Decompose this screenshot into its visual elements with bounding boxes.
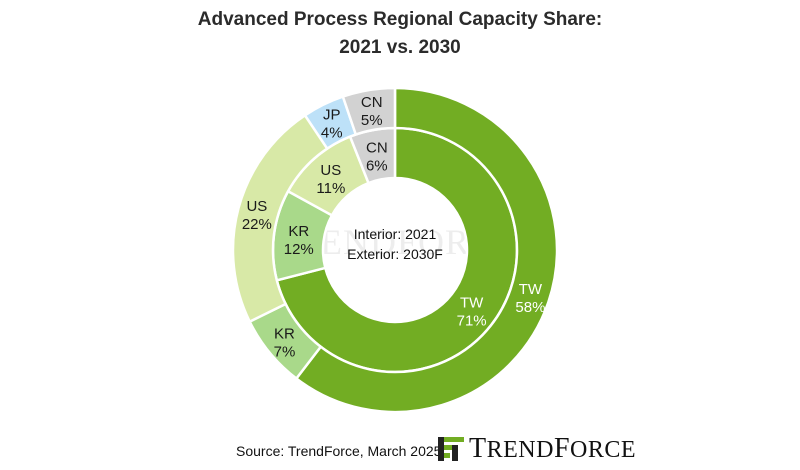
slice-value-exterior-kr: 7% xyxy=(274,344,296,361)
slice-label-exterior-jp: JP xyxy=(323,107,341,124)
slice-value-interior-us: 11% xyxy=(316,180,345,197)
center-label-exterior: Exterior: 2030F xyxy=(347,246,443,262)
chart-title: Advanced Process Regional Capacity Share… xyxy=(0,6,800,62)
slice-label-interior-kr: KR xyxy=(288,223,309,240)
slice-exterior-tw xyxy=(294,86,559,414)
slice-label-exterior-us: US xyxy=(246,198,267,215)
slice-label-exterior-kr: KR xyxy=(274,326,295,343)
slice-label-exterior-cn: CN xyxy=(361,94,383,111)
trendforce-logo-mark-icon xyxy=(438,437,464,461)
slice-value-interior-tw: 71% xyxy=(457,312,487,329)
slice-value-interior-kr: 12% xyxy=(284,241,314,258)
chart-title-line-2: 2021 vs. 2030 xyxy=(339,37,461,58)
slice-value-exterior-jp: 4% xyxy=(321,125,343,142)
slice-label-interior-us: US xyxy=(320,162,341,179)
slice-value-interior-cn: 6% xyxy=(366,158,388,175)
slice-exterior-cn xyxy=(341,86,397,137)
slice-label-interior-tw: TW xyxy=(460,294,484,311)
trendforce-logo: TRENDFORCE xyxy=(437,433,636,465)
chart-title-line-1: Advanced Process Regional Capacity Share… xyxy=(197,9,603,30)
source-note: Source: TrendForce, March 2025 xyxy=(236,443,442,459)
slice-labels: TW71%KR12%US11%CN6%TW58%KR7%US22%JP4%CN5… xyxy=(242,94,546,361)
slice-value-exterior-tw: 58% xyxy=(515,299,545,316)
slice-value-exterior-cn: 5% xyxy=(361,112,383,129)
slice-value-exterior-us: 22% xyxy=(242,216,272,233)
center-label-interior: Interior: 2021 xyxy=(354,226,437,242)
slice-label-exterior-tw: TW xyxy=(519,281,543,298)
rings xyxy=(231,86,559,414)
slice-label-interior-cn: CN xyxy=(366,140,388,157)
trendforce-logo-text: TRENDFORCE xyxy=(469,433,637,464)
